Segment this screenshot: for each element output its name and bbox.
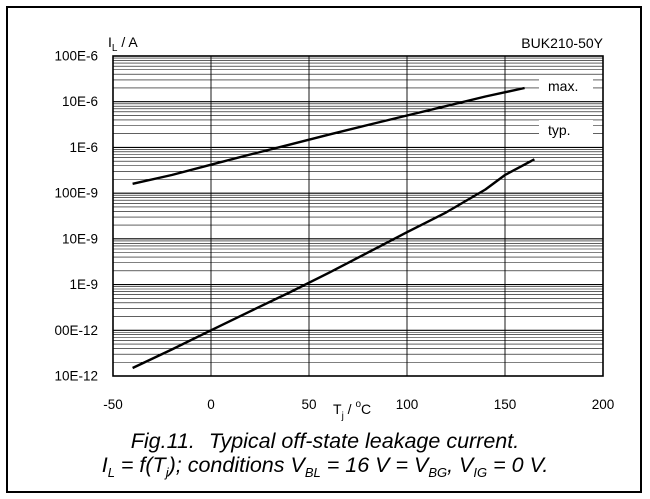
figure-caption-title: Fig.11. Typical off-state leakage current… <box>130 429 520 453</box>
y-tick-label: 100E-6 <box>54 49 98 64</box>
figure-caption-conditions: IL = f(Tj); conditions VBL = 16 V = VBG,… <box>101 453 549 480</box>
x-tick-label: -50 <box>103 397 123 412</box>
x-tick-label: 50 <box>301 397 316 412</box>
y-tick-label: 100E-9 <box>54 186 98 201</box>
y-axis-label: IL / A <box>108 34 138 54</box>
series-label-max: max. <box>539 76 593 96</box>
series-lines <box>132 86 535 370</box>
x-tick-label: 0 <box>207 397 215 412</box>
x-tick-label: 150 <box>494 397 517 412</box>
y-tick-label: 1E-6 <box>69 140 98 155</box>
tick-labels: -50 0 50 100 150 200 100E-6 10E-6 1E-6 100E-9 10E-… <box>54 49 614 413</box>
y-tick-label: 00E-12 <box>54 323 98 338</box>
y-tick-label: 10E-12 <box>54 369 98 384</box>
figure-frame <box>6 6 642 493</box>
part-number: BUK210-50Y <box>521 35 603 51</box>
x-tick-label: 100 <box>396 397 419 412</box>
series-label-typ: typ. <box>539 120 593 140</box>
svg-text:max.: max. <box>548 78 578 94</box>
x-axis-label: Tj / oC <box>333 399 371 422</box>
y-tick-label: 10E-6 <box>62 94 98 109</box>
plot-border <box>112 55 604 377</box>
series-line-max <box>132 86 525 185</box>
grid <box>112 56 604 377</box>
y-tick-label: 1E-9 <box>69 277 98 292</box>
svg-text:typ.: typ. <box>548 122 571 138</box>
series-line-typ <box>132 158 535 370</box>
x-tick-label: 200 <box>592 397 615 412</box>
y-tick-label: 10E-9 <box>62 231 98 246</box>
